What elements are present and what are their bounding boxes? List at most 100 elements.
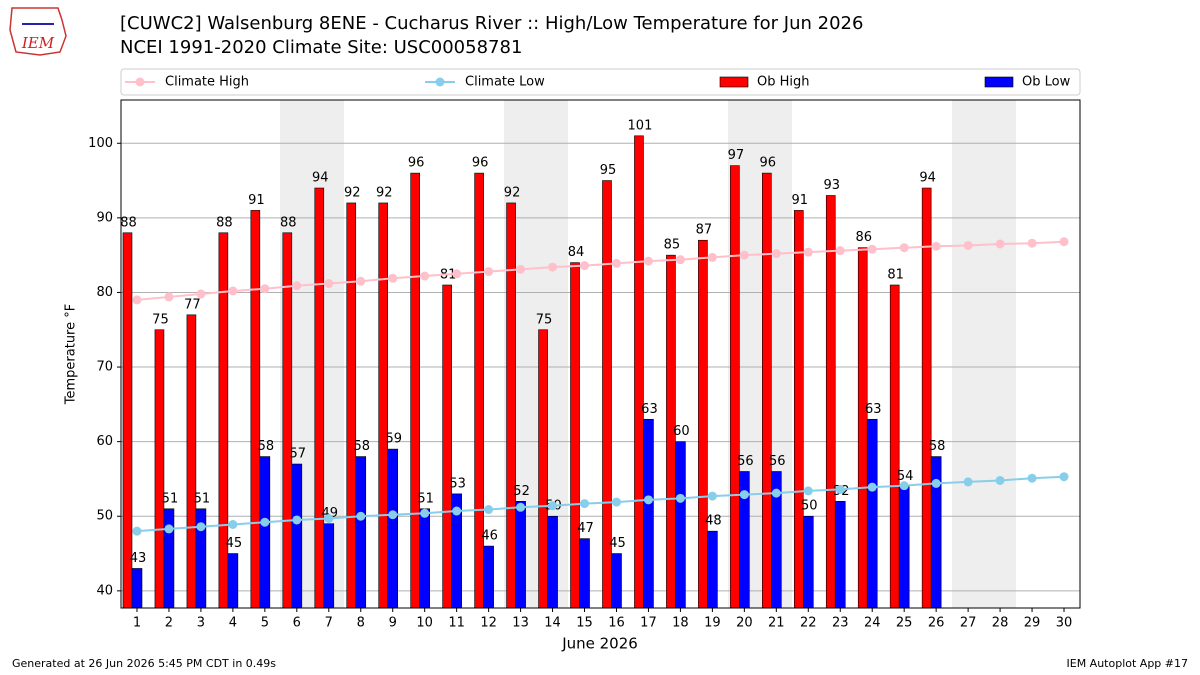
- data-label: 77: [184, 297, 201, 312]
- bar: [834, 501, 846, 609]
- point: [643, 256, 653, 266]
- point: [835, 484, 845, 494]
- x-tick-label: 29: [1024, 616, 1041, 631]
- y-tick-label: 40: [96, 583, 113, 598]
- point: [292, 281, 302, 291]
- point: [1059, 237, 1069, 247]
- point: [643, 495, 653, 505]
- data-label: 96: [760, 156, 777, 171]
- point: [707, 252, 717, 262]
- point: [132, 295, 142, 305]
- x-tick-label: 22: [800, 616, 817, 631]
- x-tick-label: 26: [928, 616, 945, 631]
- data-label: 54: [897, 469, 914, 484]
- data-label: 51: [162, 491, 179, 506]
- point: [771, 488, 781, 498]
- bar: [282, 232, 293, 609]
- legend-swatch: [984, 76, 1014, 88]
- data-label: 63: [641, 402, 658, 417]
- point: [580, 261, 590, 271]
- x-tick-label: 2: [165, 616, 173, 631]
- x-tick-label: 10: [416, 616, 433, 631]
- data-label: 75: [152, 312, 169, 327]
- bar: [163, 508, 175, 609]
- x-tick-label: 4: [229, 616, 237, 631]
- x-tick-label: 5: [261, 616, 269, 631]
- bar: [483, 545, 494, 609]
- data-label: 84: [568, 245, 585, 260]
- bar: [866, 418, 878, 609]
- point: [164, 524, 174, 534]
- x-tick-label: 27: [960, 616, 977, 631]
- data-label: 53: [449, 476, 466, 491]
- data-label: 50: [801, 499, 818, 514]
- data-label: 45: [609, 536, 626, 551]
- point: [867, 244, 877, 254]
- bar: [259, 456, 271, 609]
- x-tick-label: 3: [197, 616, 205, 631]
- data-label: 86: [855, 230, 872, 245]
- bar: [793, 210, 804, 609]
- data-label: 88: [216, 215, 233, 230]
- bar: [355, 456, 367, 609]
- data-label: 87: [696, 223, 713, 238]
- x-tick-label: 17: [640, 616, 657, 631]
- data-label: 81: [887, 267, 904, 282]
- footer-left: Generated at 26 Jun 2026 5:45 PM CDT in …: [12, 657, 276, 670]
- bar: [131, 568, 143, 609]
- bar: [698, 239, 708, 609]
- point: [707, 491, 717, 501]
- data-label: 58: [929, 439, 946, 454]
- bar: [538, 329, 548, 609]
- data-label: 101: [628, 118, 653, 133]
- point: [899, 243, 909, 253]
- plot: 88 75 77 88 91 88 94 92 92 96 81 96 92 75 84 95 101 85 87 9…: [120, 118, 1080, 609]
- logo: IEM: [9, 7, 67, 56]
- point: [1027, 238, 1037, 248]
- bar: [314, 187, 325, 609]
- data-label: 97: [728, 148, 745, 163]
- x-tick-label: 8: [357, 616, 365, 631]
- data-label: 52: [513, 484, 530, 499]
- bar: [643, 418, 654, 609]
- point: [228, 286, 238, 296]
- point: [611, 497, 621, 507]
- bar: [515, 501, 526, 609]
- footer-right: IEM Autoplot App #17: [1067, 657, 1189, 670]
- data-label: 51: [417, 491, 434, 506]
- bar: [506, 202, 516, 609]
- x-tick-label: 16: [608, 616, 625, 631]
- bar: [898, 486, 910, 609]
- y-tick-label: 90: [96, 210, 113, 225]
- point: [260, 284, 270, 294]
- x-tick-label: 6: [293, 616, 301, 631]
- point: [164, 292, 174, 302]
- data-label: 96: [472, 156, 489, 171]
- x-tick-label: 28: [992, 616, 1009, 631]
- line: [136, 240, 1065, 301]
- point: [420, 271, 430, 281]
- legend: Climate High Climate Low Ob High Ob Low: [125, 75, 1071, 90]
- x-tick-label: 20: [736, 616, 753, 631]
- bar: [857, 247, 868, 609]
- data-label: 93: [823, 178, 840, 193]
- data-label: 47: [577, 521, 594, 536]
- plot-frame: [120, 99, 1081, 609]
- point: [867, 482, 877, 492]
- point: [516, 264, 526, 274]
- bar: [154, 329, 165, 609]
- legend-label: Climate High: [165, 75, 249, 90]
- bar: [218, 232, 229, 609]
- data-label: 45: [226, 536, 243, 551]
- data-label: 94: [312, 171, 329, 186]
- data-label: 92: [344, 185, 361, 200]
- point: [1059, 472, 1069, 482]
- bar: [291, 463, 303, 609]
- bar: [547, 515, 558, 609]
- point: [931, 478, 941, 488]
- bar: [570, 262, 580, 609]
- x-tick-label: 15: [576, 616, 593, 631]
- point: [835, 246, 845, 256]
- bar: [825, 195, 836, 609]
- x-tick-label: 9: [389, 616, 397, 631]
